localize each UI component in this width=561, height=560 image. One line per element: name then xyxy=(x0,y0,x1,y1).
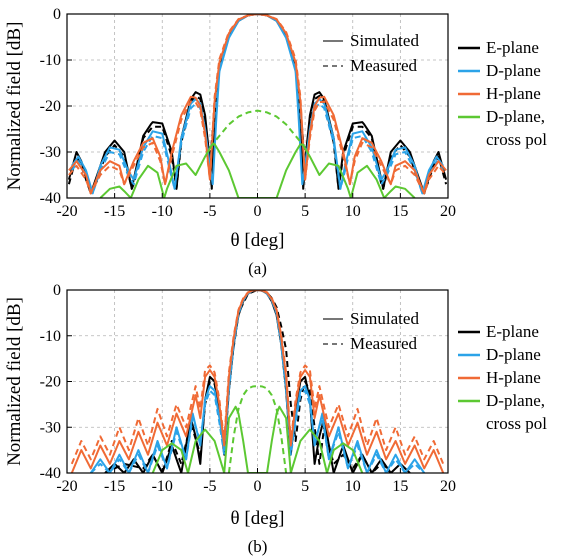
x-tick-label: 0 xyxy=(254,478,262,495)
color-legend-label: E-plane xyxy=(486,322,539,341)
style-legend: Simulated Measured xyxy=(323,309,419,353)
color-legend-label: D-plane xyxy=(486,61,541,80)
color-legend-label: D-plane, xyxy=(486,107,545,126)
y-tick-label: -30 xyxy=(40,419,61,436)
legend-label-measured: Measured xyxy=(350,56,418,75)
y-tick-label: -20 xyxy=(40,98,61,115)
x-tick-label: 5 xyxy=(301,203,309,220)
series-line-d-plane-cross-pol-simulated xyxy=(151,405,364,473)
y-tick-label: -20 xyxy=(40,374,61,391)
x-tick-label: 20 xyxy=(440,478,456,495)
color-legend-label: H-plane xyxy=(486,368,541,387)
y-axis-label: Normalized field [dB] xyxy=(4,22,25,191)
series-line-e-plane-simulated xyxy=(104,290,411,473)
series-line-h-plane-measured xyxy=(70,290,445,465)
series-line-d-plane-measured xyxy=(90,290,425,473)
x-tick-label: 15 xyxy=(392,478,408,495)
series-line-e-plane-measured xyxy=(67,14,448,195)
color-legend-label: H-plane xyxy=(486,84,541,103)
style-legend: Simulated Measured xyxy=(323,31,419,75)
y-tick-label: -30 xyxy=(40,144,61,161)
y-tick-label: -40 xyxy=(40,465,61,482)
x-tick-label: -5 xyxy=(203,203,216,220)
panel-a: -20 -15 -10 -5 0 5 10 15 20 0 -10 -20 -30 -40 θ [deg] N… xyxy=(4,6,547,278)
x-tick-label: 15 xyxy=(392,203,408,220)
x-tick-label: -5 xyxy=(203,478,216,495)
y-tick-label: -10 xyxy=(40,52,61,69)
x-tick-label: -15 xyxy=(104,203,125,220)
series-group xyxy=(67,14,448,198)
series-line-d-plane-measured xyxy=(70,14,445,195)
color-legend: E-plane D-plane H-plane D-plane, cross pol xyxy=(458,38,547,149)
x-tick-label: -20 xyxy=(56,478,77,495)
series-line-d-plane-cross-pol-simulated xyxy=(99,143,416,198)
x-tick-label: 5 xyxy=(301,478,309,495)
x-tick-label: 0 xyxy=(254,203,262,220)
x-tick-label: 10 xyxy=(345,478,361,495)
x-tick-label: 10 xyxy=(345,203,361,220)
y-tick-label: -10 xyxy=(40,328,61,345)
x-tick-label: -20 xyxy=(56,203,77,220)
color-legend-label: cross pol xyxy=(486,414,547,433)
y-tick-label: 0 xyxy=(53,282,61,299)
series-line-e-plane-measured xyxy=(104,290,392,473)
series-line-d-plane-cross-pol-measured xyxy=(209,109,306,149)
y-axis-label: Normalized field [dB] xyxy=(4,297,25,466)
color-legend-label: E-plane xyxy=(486,38,539,57)
y-tick-label: -40 xyxy=(40,190,61,207)
legend-label-simulated: Simulated xyxy=(350,31,419,50)
grid xyxy=(67,14,448,198)
series-line-d-plane-simulated xyxy=(70,14,445,195)
x-tick-label: -15 xyxy=(104,478,125,495)
color-legend-label: D-plane xyxy=(486,345,541,364)
legend-label-measured: Measured xyxy=(350,334,418,353)
x-tick-label: -10 xyxy=(152,203,173,220)
panel-caption: (a) xyxy=(248,259,267,278)
panel-caption: (b) xyxy=(248,537,268,556)
panel-b: -20 -15 -10 -5 0 5 10 15 20 0 -10 -20 -30 -40 θ [deg] N… xyxy=(4,282,547,556)
legend-label-simulated: Simulated xyxy=(350,309,419,328)
color-legend: E-plane D-plane H-plane D-plane, cross pol xyxy=(458,322,547,433)
series-group xyxy=(70,290,445,473)
x-tick-label: 20 xyxy=(440,203,456,220)
y-tick-label: 0 xyxy=(53,6,61,23)
series-line-h-plane-simulated xyxy=(70,290,445,473)
x-axis-label: θ [deg] xyxy=(231,508,285,529)
series-line-h-plane-simulated xyxy=(68,14,447,195)
x-tick-label: -10 xyxy=(152,478,173,495)
color-legend-label: D-plane, xyxy=(486,391,545,410)
series-line-h-plane-measured xyxy=(68,14,447,195)
series-line-d-plane-cross-pol-measured xyxy=(227,385,288,473)
x-axis-label: θ [deg] xyxy=(231,230,285,251)
color-legend-label: cross pol xyxy=(486,130,547,149)
